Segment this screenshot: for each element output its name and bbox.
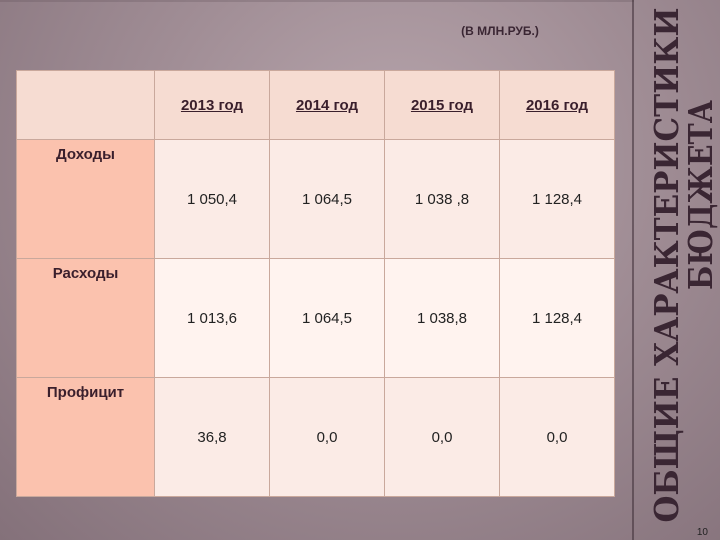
table-cell: 0,0 [499, 377, 615, 497]
table-row-income: Доходы 1 050,4 1 064,5 1 038 ,8 1 128,4 [16, 139, 615, 259]
slide-title: ОБЩИЕ ХАРАКТЕРИСТИКИ БЮДЖЕТА [640, 0, 720, 530]
row-label-income: Доходы [16, 139, 155, 259]
table-cell: 1 013,6 [154, 258, 270, 378]
title-line-2: БЮДЖЕТА [681, 100, 720, 290]
unit-note: (В МЛН.РУБ.) [461, 24, 539, 38]
table-cell: 0,0 [384, 377, 500, 497]
column-header-2016: 2016 год [499, 70, 615, 140]
table-corner-cell [16, 70, 155, 140]
top-rule [0, 0, 634, 2]
table-cell: 36,8 [154, 377, 270, 497]
column-header-2013: 2013 год [154, 70, 270, 140]
table-cell: 0,0 [269, 377, 385, 497]
row-label-surplus: Профицит [16, 377, 155, 497]
page-number: 10 [696, 527, 708, 538]
column-header-2014: 2014 год [269, 70, 385, 140]
table-cell: 1 050,4 [154, 139, 270, 259]
table-cell: 1 064,5 [269, 139, 385, 259]
table-cell: 1 128,4 [499, 258, 615, 378]
table-header-row: 2013 год 2014 год 2015 год 2016 год [16, 70, 615, 140]
table-cell: 1 064,5 [269, 258, 385, 378]
column-header-2015: 2015 год [384, 70, 500, 140]
table-row-expenses: Расходы 1 013,6 1 064,5 1 038,8 1 128,4 [16, 258, 615, 378]
table-cell: 1 038 ,8 [384, 139, 500, 259]
table-cell: 1 128,4 [499, 139, 615, 259]
row-label-expenses: Расходы [16, 258, 155, 378]
title-line-1: ОБЩИЕ ХАРАКТЕРИСТИКИ [647, 8, 686, 523]
slide-title-svg: ОБЩИЕ ХАРАКТЕРИСТИКИ БЮДЖЕТА [647, 8, 720, 523]
table-row-surplus: Профицит 36,8 0,0 0,0 0,0 [16, 377, 615, 497]
vertical-rule [632, 0, 634, 540]
table-cell: 1 038,8 [384, 258, 500, 378]
budget-table: 2013 год 2014 год 2015 год 2016 год Дохо… [16, 70, 615, 497]
